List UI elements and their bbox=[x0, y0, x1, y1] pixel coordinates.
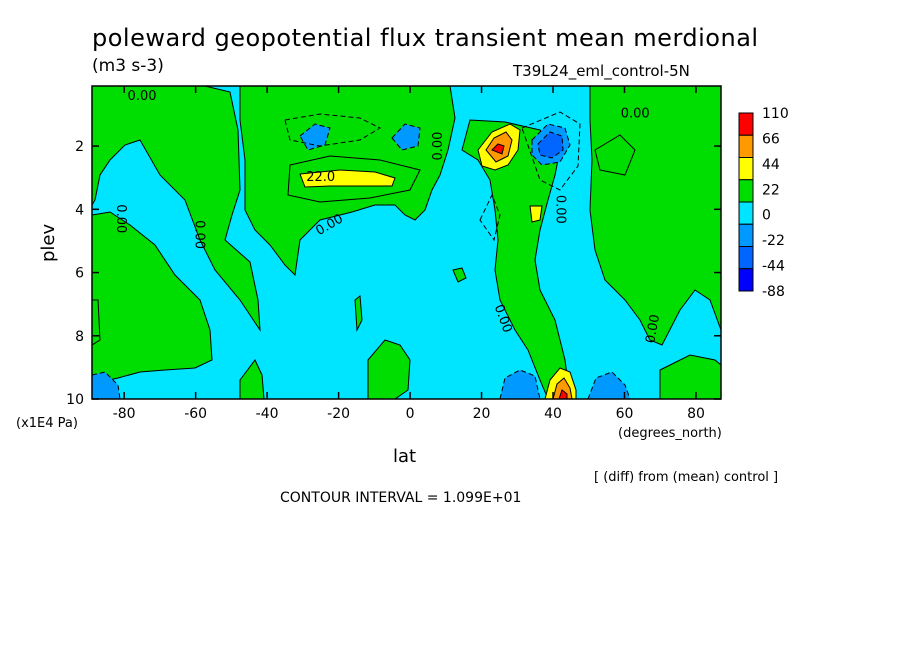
y-axis-ticks: 2 4 6 8 10 bbox=[66, 139, 721, 408]
contour-label: 0.00 bbox=[621, 107, 650, 122]
colorbar-label: 110 bbox=[762, 106, 789, 122]
x-axis-label: lat bbox=[393, 446, 417, 467]
green-region-south-mid bbox=[239, 359, 265, 399]
yellow-small bbox=[529, 205, 543, 223]
contour-label: 0.00 bbox=[643, 313, 663, 344]
solid-contour-2 bbox=[594, 134, 636, 176]
colorbar-swatch bbox=[738, 179, 754, 203]
green-region-east bbox=[589, 86, 721, 346]
colorbar-label: -22 bbox=[762, 233, 785, 249]
x-axis-unit: (degrees_north) bbox=[618, 426, 722, 441]
contour-label: 0.00 bbox=[128, 89, 157, 104]
blue-cell-west bbox=[299, 123, 331, 151]
green-region-south-east bbox=[367, 339, 411, 399]
plot-frame bbox=[91, 85, 722, 400]
dashed-contour-2 bbox=[521, 111, 581, 191]
y-tick-label: 8 bbox=[75, 329, 84, 345]
contour-label: 0.00 bbox=[553, 195, 568, 224]
green-strip-left bbox=[92, 299, 101, 346]
dashed-contour-1 bbox=[284, 113, 382, 147]
y-tick-label: 10 bbox=[66, 392, 84, 408]
colorbar-label: 66 bbox=[762, 131, 780, 147]
colorbar-swatch bbox=[738, 157, 754, 181]
colorbar-swatch bbox=[738, 223, 754, 247]
colorbar-swatch bbox=[738, 246, 754, 270]
x-tick-label: 60 bbox=[616, 406, 634, 422]
blue-cell-sw bbox=[92, 371, 121, 399]
chart-units: (m3 s-3) bbox=[92, 56, 164, 76]
solid-contour-1 bbox=[287, 155, 421, 203]
green-region-west bbox=[92, 86, 261, 332]
red-peak-north bbox=[491, 143, 505, 155]
colorbar-label: -88 bbox=[762, 284, 785, 300]
x-tick-label: 0 bbox=[406, 406, 415, 422]
x-tick-label: 20 bbox=[473, 406, 491, 422]
y-tick-label: 2 bbox=[75, 139, 84, 155]
colorbar-label: 22 bbox=[762, 182, 780, 198]
red-peak-south bbox=[558, 389, 568, 399]
green-region-tropic bbox=[461, 119, 571, 399]
colorbar-label: 0 bbox=[762, 208, 771, 224]
run-id: T39L24_eml_control-5N bbox=[513, 62, 690, 80]
x-tick-label: -80 bbox=[113, 406, 136, 422]
colorbar-legend: 110 66 44 22 0 -22 -44 -88 bbox=[738, 106, 789, 300]
x-axis-ticks: -80 -60 -40 -20 0 20 40 60 80 bbox=[113, 86, 705, 422]
contour-label: 0.00 bbox=[113, 204, 128, 233]
y-tick-label: 4 bbox=[75, 202, 84, 218]
x-tick-label: 80 bbox=[687, 406, 705, 422]
green-region-arctic bbox=[659, 354, 721, 399]
colorbar-swatch bbox=[738, 112, 754, 136]
green-blob-1 bbox=[452, 267, 467, 283]
y-axis-unit: (x1E4 Pa) bbox=[16, 416, 78, 431]
x-tick-label: -60 bbox=[184, 406, 207, 422]
contour-label: 0.00 bbox=[431, 132, 446, 161]
yellow-band bbox=[299, 169, 396, 188]
diff-note: [ (diff) from (mean) control ] bbox=[594, 470, 779, 485]
y-tick-label: 6 bbox=[75, 266, 84, 282]
blue-cell-north-core bbox=[537, 131, 564, 159]
x-tick-label: -40 bbox=[256, 406, 279, 422]
green-blob-2 bbox=[354, 295, 363, 332]
contour-interval: CONTOUR INTERVAL = 1.099E+01 bbox=[280, 490, 522, 506]
contour-label: 0.00 bbox=[192, 220, 207, 249]
colorbar-label: 44 bbox=[762, 157, 780, 173]
colorbar-swatch bbox=[738, 201, 754, 225]
x-tick-label: -20 bbox=[327, 406, 350, 422]
filled-contours bbox=[92, 86, 721, 399]
blue-cell-south bbox=[499, 369, 541, 399]
blue-cell-south-2 bbox=[587, 371, 631, 399]
blue-cell-central bbox=[391, 123, 421, 151]
colorbar-swatch bbox=[738, 268, 754, 292]
chart-title: poleward geopotential flux transient mea… bbox=[92, 24, 759, 52]
dashed-contour-3 bbox=[479, 193, 501, 242]
colorbar-swatch bbox=[738, 134, 754, 158]
colorbar-label: -44 bbox=[762, 259, 785, 275]
x-tick-label: 40 bbox=[544, 406, 562, 422]
contour-label: 22.0 bbox=[306, 170, 335, 185]
